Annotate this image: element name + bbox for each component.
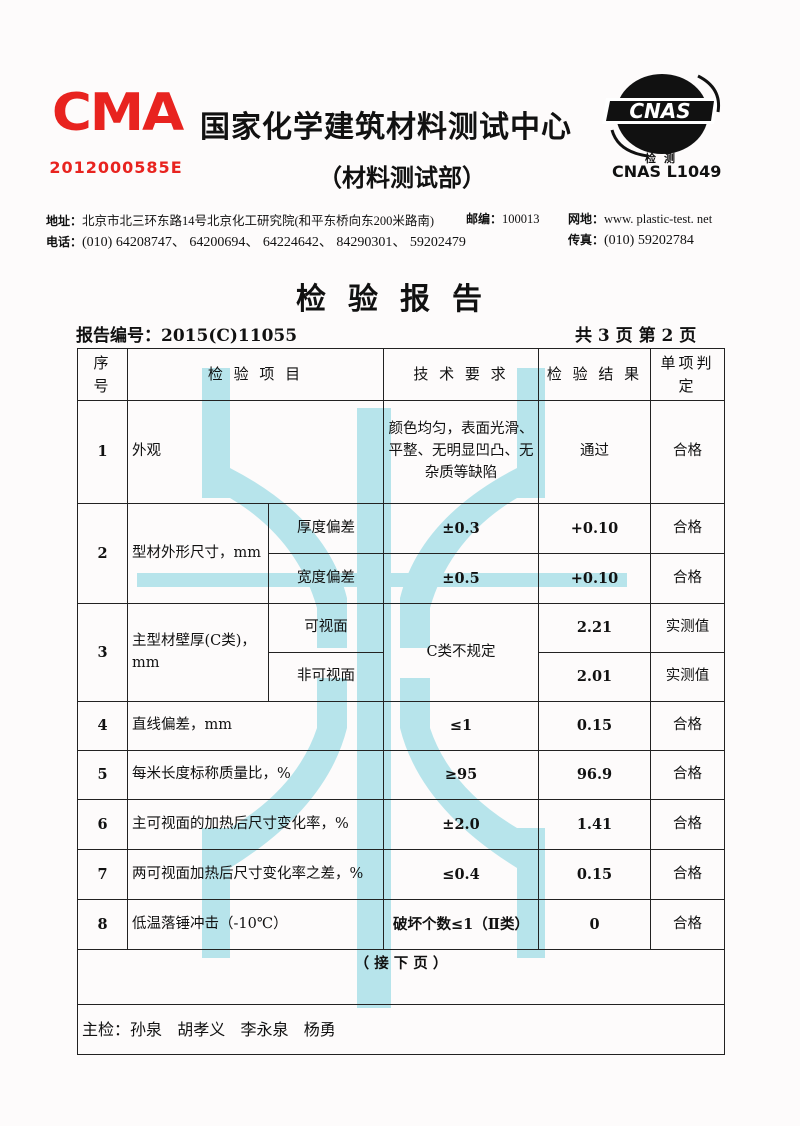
- cnas-caption: 检测: [645, 152, 683, 165]
- table-row: 主检：孙泉 胡孝义 李永泉 杨勇: [77, 1004, 725, 1055]
- verdict: 实测值: [650, 652, 725, 702]
- test-result: +0.10: [538, 553, 651, 604]
- test-result: 1.41: [538, 799, 651, 850]
- table-row: 8 低温落锤冲击（-10℃） 破坏个数≤1（Ⅱ类） 0 合格: [77, 899, 725, 950]
- table-row: 3 主型材壁厚(C类)，mm 可视面 C类不规定 2.21 实测值: [77, 603, 725, 702]
- requirement: 破坏个数≤1（Ⅱ类）: [383, 899, 539, 950]
- table-row: 4 直线偏差，mm ≤1 0.15 合格: [77, 701, 725, 751]
- test-item: 直线偏差，mm: [127, 701, 384, 751]
- test-sub-item: 非可视面: [268, 652, 384, 702]
- requirement: ≤0.4: [383, 849, 539, 900]
- verdict: 合格: [650, 503, 725, 554]
- continued-note: （ 接 下 页 ）: [77, 949, 725, 1005]
- test-result: 96.9: [538, 750, 651, 800]
- table-row: 宽度偏差 ±0.5 +0.10 合格: [78, 553, 725, 604]
- cma-logo: CMA: [51, 83, 184, 143]
- column-header: 单项判定: [650, 348, 725, 401]
- table-row: 7 两可视面加热后尺寸变化率之差，% ≤0.4 0.15 合格: [77, 849, 725, 900]
- verdict: 合格: [650, 899, 725, 950]
- row-number: 8: [77, 899, 128, 950]
- test-result: 2.01: [538, 652, 651, 702]
- postcode-label: 邮编：: [466, 212, 503, 226]
- verdict: 合格: [650, 400, 725, 504]
- test-result: 2.21: [538, 603, 651, 653]
- address: 北京市北三环东路14号北京化工研究院(和平东桥向东200米路南): [82, 214, 435, 228]
- test-item: 主型材壁厚(C类)，mm: [127, 603, 269, 702]
- test-result: 0: [538, 899, 651, 950]
- requirement: ≤1: [383, 701, 539, 751]
- cnas-logo-text: CNAS: [629, 99, 690, 123]
- website-label: 网地：: [568, 212, 605, 226]
- verdict: 合格: [650, 849, 725, 900]
- requirement: 颜色均匀，表面光滑、平整、无明显凹凸、无杂质等缺陷: [383, 400, 539, 504]
- test-sub-item: 可视面: [268, 603, 384, 653]
- table-row: 2 型材外形尺寸，mm 厚度偏差 ±0.3 +0.10 合格: [77, 503, 725, 604]
- row-number: 7: [77, 849, 128, 900]
- requirement: C类不规定: [383, 603, 539, 702]
- column-header: 检 验 结 果: [538, 348, 651, 401]
- test-item: 外观: [127, 400, 384, 504]
- table-row: 5 每米长度标称质量比，% ≥95 96.9 合格: [77, 750, 725, 800]
- row-number: 6: [77, 799, 128, 850]
- requirement: ±0.5: [383, 553, 539, 604]
- org-title: 国家化学建筑材料测试中心: [200, 110, 572, 145]
- page-info: 共 3 页 第 2 页: [575, 326, 697, 346]
- row-number: 3: [77, 603, 128, 702]
- postcode: 100013: [502, 212, 540, 226]
- test-result: 0.15: [538, 849, 651, 900]
- table-row: （ 接 下 页 ）: [77, 949, 725, 1005]
- test-result: +0.10: [538, 503, 651, 554]
- inspectors-cell: 主检：孙泉 胡孝义 李永泉 杨勇: [77, 1004, 725, 1055]
- inspection-table: 序 号检 验 项 目技 术 要 求检 验 结 果单项判定 1 外观 颜色均匀，表面光滑…: [77, 348, 725, 1055]
- table-row: 序 号检 验 项 目技 术 要 求检 验 结 果单项判定: [77, 348, 725, 401]
- verdict: 合格: [650, 701, 725, 751]
- row-number: 2: [77, 503, 128, 604]
- column-header: 技 术 要 求: [383, 348, 539, 401]
- verdict: 实测值: [650, 603, 725, 653]
- test-result: 通过: [538, 400, 651, 504]
- address-line: 地址：北京市北三环东路14号北京化工研究院(和平东桥向东200米路南) 邮编：1…: [46, 210, 712, 229]
- report-number-label: 报告编号：: [76, 326, 161, 346]
- row-number: 4: [77, 701, 128, 751]
- org-subtitle: （材料测试部）: [318, 164, 486, 192]
- report-number: 报告编号：2015(C)11055: [76, 321, 297, 346]
- test-item: 型材外形尺寸，mm: [127, 503, 269, 604]
- test-item: 主可视面的加热后尺寸变化率，%: [127, 799, 384, 850]
- row-number: 5: [77, 750, 128, 800]
- cnas-code: CNAS L1049: [612, 162, 722, 181]
- phone-label: 电话：: [46, 235, 83, 249]
- row-number: 1: [77, 400, 128, 504]
- fax: (010) 59202784: [604, 233, 694, 248]
- requirement: ≥95: [383, 750, 539, 800]
- column-header: 序 号: [77, 348, 128, 401]
- inspectors: 孙泉 胡孝义 李永泉 杨勇: [130, 1019, 336, 1039]
- website[interactable]: www. plastic-test. net: [604, 212, 713, 226]
- table-row: 非可视面 2.01 实测值: [78, 652, 725, 702]
- test-item: 每米长度标称质量比，%: [127, 750, 384, 800]
- cnas-logo: CNAS: [602, 74, 721, 158]
- inspectors-label: 主检：: [82, 1019, 131, 1039]
- test-sub-item: 厚度偏差: [268, 503, 384, 554]
- table-row: 1 外观 颜色均匀，表面光滑、平整、无明显凹凸、无杂质等缺陷 通过 合格: [77, 400, 725, 504]
- verdict: 合格: [650, 799, 725, 850]
- test-item: 低温落锤冲击（-10℃）: [127, 899, 384, 950]
- test-sub-item: 宽度偏差: [268, 553, 384, 604]
- phone: (010) 64208747、 64200694、 64224642、 8429…: [82, 235, 466, 250]
- cma-number: 2012000585E: [49, 158, 183, 177]
- test-result: 0.15: [538, 701, 651, 751]
- phone-line: 电话：(010) 64208747、 64200694、 64224642、 8…: [46, 231, 694, 251]
- document-title: 检验报告: [296, 282, 504, 317]
- fax-label: 传真：: [568, 233, 605, 247]
- requirement: ±0.3: [383, 503, 539, 554]
- verdict: 合格: [650, 553, 725, 604]
- table-row: 6 主可视面的加热后尺寸变化率，% ±2.0 1.41 合格: [77, 799, 725, 850]
- requirement: ±2.0: [383, 799, 539, 850]
- report-number-value: 2015(C)11055: [161, 326, 298, 346]
- verdict: 合格: [650, 750, 725, 800]
- test-item: 两可视面加热后尺寸变化率之差，%: [127, 849, 384, 900]
- column-header: 检 验 项 目: [127, 348, 384, 401]
- address-label: 地址：: [46, 214, 83, 228]
